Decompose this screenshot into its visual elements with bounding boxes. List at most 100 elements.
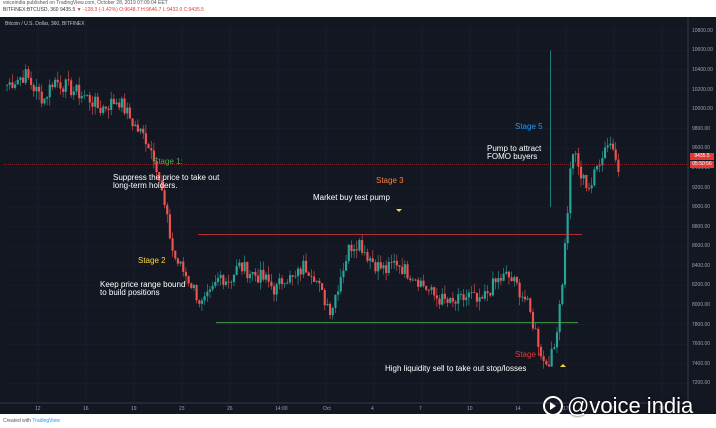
candle-body [558, 304, 561, 333]
price-tick-label: 9200.00 [692, 184, 711, 191]
candle-body [35, 86, 38, 92]
candle-body [462, 294, 465, 301]
candle-body [11, 82, 14, 88]
candle-body [48, 84, 51, 98]
candle-body [147, 144, 150, 149]
created-with: Created with TradingView [3, 418, 60, 424]
time-tick-label: 14 [515, 406, 521, 412]
candle-body [473, 292, 476, 294]
symbol-quote: BITFINEX:BTCUSD, 360 9435.5 ▼ -128.3 (-1… [3, 7, 204, 13]
candle-body [72, 91, 75, 96]
candle-body [43, 98, 46, 104]
candle-body [427, 289, 430, 291]
candle-body [315, 280, 318, 282]
candle-body [371, 258, 374, 263]
candle-body [585, 175, 588, 189]
candle-body [163, 190, 166, 206]
candle-body [446, 298, 449, 303]
time-tick-label: 14:00 [275, 406, 288, 412]
candle-body [318, 280, 321, 284]
candle-body [486, 291, 489, 294]
candle-body [478, 297, 481, 302]
candle-body [299, 268, 302, 275]
candle-body [321, 283, 324, 291]
created-label: Created with [3, 418, 32, 424]
candle-body [601, 158, 604, 166]
candle-body [174, 250, 177, 259]
candle-body [470, 292, 473, 294]
candle-body [216, 278, 220, 282]
candle-body [259, 269, 262, 283]
candle-body [6, 84, 9, 86]
price-tick-label: 9000.00 [692, 204, 711, 211]
candle-body [214, 281, 217, 286]
candle-body [294, 276, 297, 277]
current-price-tag: 9435.5 [690, 153, 714, 160]
candle-body [385, 265, 388, 273]
candle-body [435, 295, 438, 299]
stage1-label: Stage 1: [153, 157, 183, 166]
candle-body [350, 244, 353, 252]
candle-body [262, 269, 265, 280]
candle-body [288, 275, 292, 283]
candle-body [192, 285, 196, 288]
candle-body [505, 271, 508, 274]
candle-body [251, 271, 254, 275]
watermark-text: @voice india [567, 393, 694, 418]
price-tick-label: 10400.00 [692, 66, 713, 73]
price-tick-label: 7200.00 [692, 380, 711, 387]
candle-body [115, 102, 118, 104]
time-tick-label: 21 [611, 406, 617, 412]
candle-body [16, 79, 19, 85]
candle-body [323, 290, 326, 306]
candle-body [419, 280, 422, 287]
candle-body [590, 185, 593, 189]
time-tick-label: Oct [323, 406, 331, 412]
candle-body [46, 97, 49, 99]
candle-body [219, 275, 222, 279]
candle-body [387, 261, 390, 273]
candle-body [563, 243, 567, 285]
candle-body [166, 205, 169, 215]
candle-body [272, 286, 276, 295]
candle-body [531, 312, 535, 329]
candle-body [603, 147, 607, 159]
candle-body [406, 264, 409, 279]
candle-body [441, 293, 444, 305]
candle-body [382, 265, 385, 269]
candle-body [120, 98, 123, 108]
price-tick-label: 8600.00 [692, 243, 711, 250]
candle-body [24, 69, 27, 83]
tradingview-brand[interactable]: TradingView [32, 418, 60, 424]
chart-pane[interactable]: Bitcoin / U.S. Dollar, 360, BITFINEX 108… [0, 17, 716, 414]
candle-body [547, 364, 551, 367]
candle-body [358, 240, 361, 251]
time-tick-label: 10 [467, 406, 473, 412]
price-tick-label: 7800.00 [692, 321, 711, 328]
stage4-text: High liquidity sell to take out stop/los… [385, 364, 527, 373]
candle-body [238, 262, 241, 267]
stage4-arrow-icon [560, 364, 566, 367]
candle-body [227, 281, 230, 283]
candlestick-chart[interactable] [0, 17, 716, 414]
candle-body [451, 297, 454, 302]
candle-body [211, 285, 214, 290]
candle-body [198, 300, 201, 304]
candle-body [614, 149, 617, 160]
candle-body [304, 260, 308, 273]
candle-body [345, 261, 348, 271]
candle-body [275, 284, 278, 295]
candle-body [417, 279, 420, 287]
candle-body [184, 271, 187, 277]
candle-body [617, 159, 620, 172]
candle-body [566, 213, 569, 244]
stage3-label: Stage 3 [376, 176, 404, 185]
stage2-text-b: to build positions [100, 288, 160, 297]
candle-body [593, 169, 596, 186]
candle-body [176, 258, 179, 264]
candle-body [142, 128, 145, 134]
current-time-tag: 05:50:56 [690, 161, 714, 168]
candle-body [235, 266, 238, 275]
candle-body [513, 277, 516, 282]
price-tick-label: 9600.00 [692, 145, 711, 152]
